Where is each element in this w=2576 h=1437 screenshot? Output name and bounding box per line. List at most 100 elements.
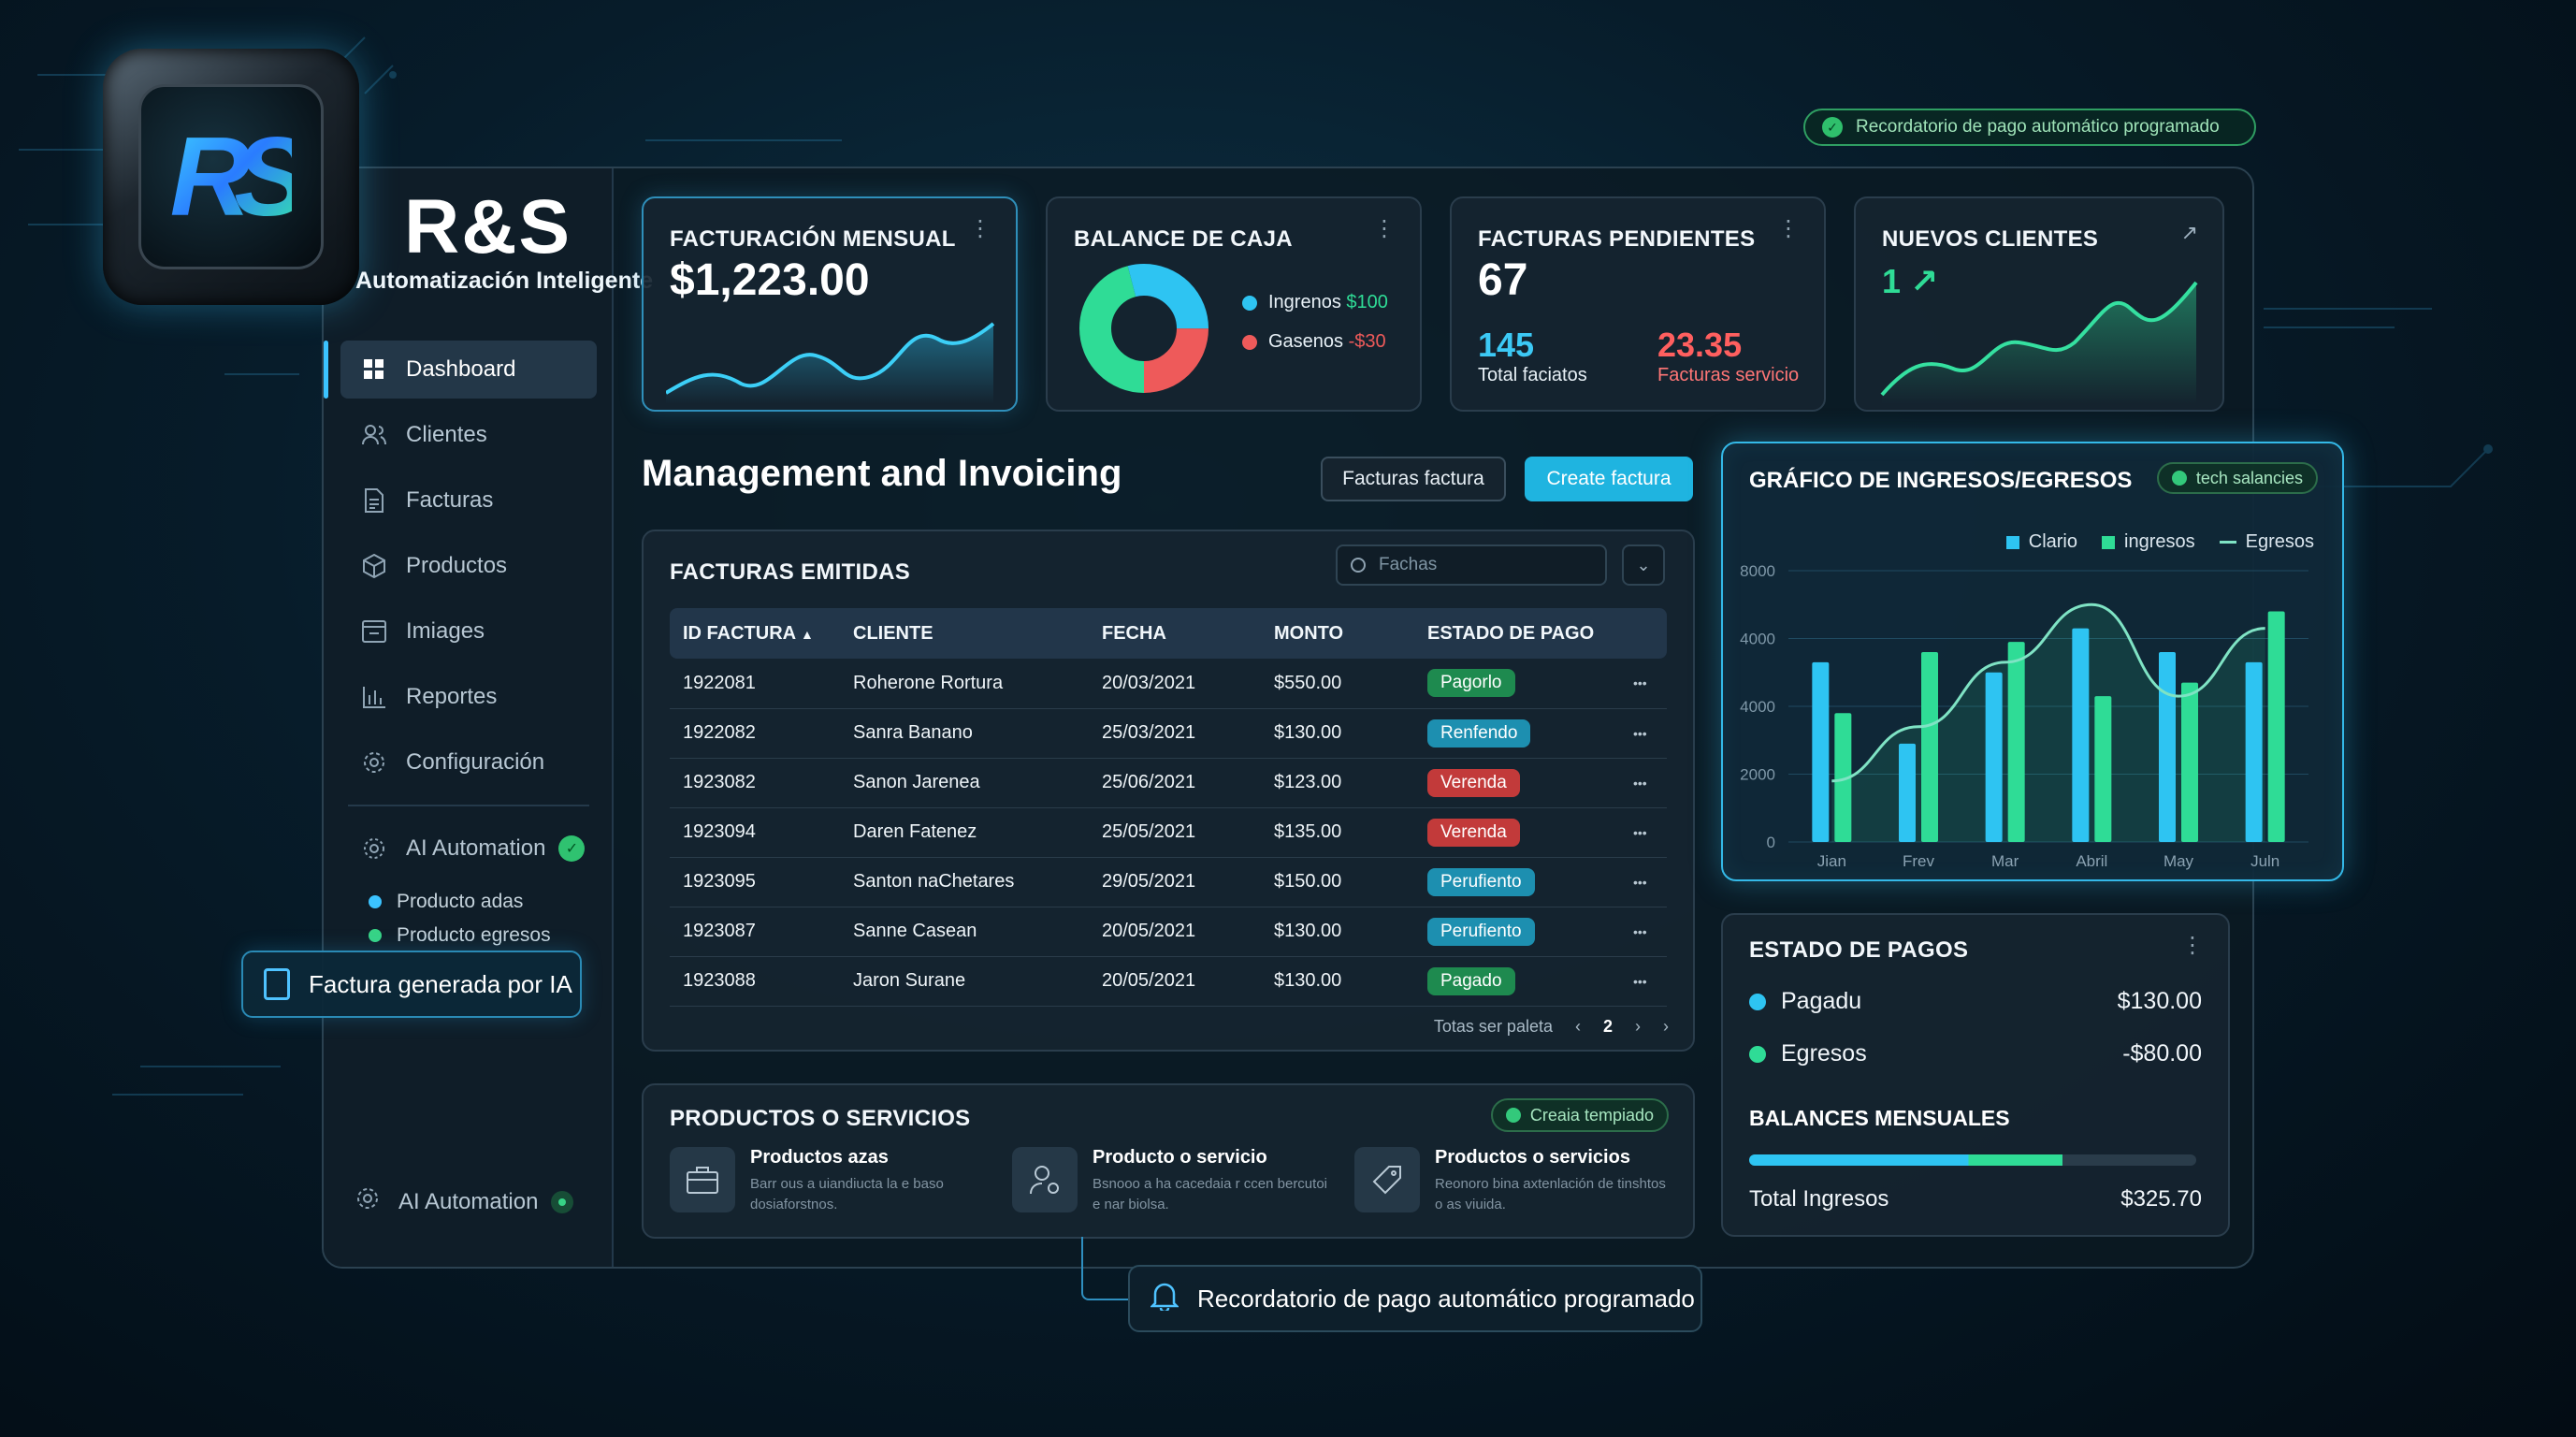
- legend-swatch: [2102, 535, 2116, 549]
- prev-page-icon[interactable]: ‹: [1574, 1017, 1581, 1036]
- product-item[interactable]: Productos azas Barr ous a uiandiucta la e…: [670, 1147, 988, 1222]
- bar-ingresos-abril: [2094, 696, 2112, 842]
- y-tick-label: 2000: [1740, 766, 1775, 784]
- y-tick-label: 0: [1767, 834, 1775, 851]
- table-row[interactable]: 1923082 Sanon Jarenea 25/06/2021 $123.00 Ver…: [670, 758, 1667, 808]
- bar-ingresos-frev: [1921, 652, 1938, 842]
- invoice-id: 1923094: [670, 807, 840, 858]
- next-page-icon[interactable]: ›: [1635, 1017, 1641, 1036]
- ia-invoice-notification[interactable]: Factura generada por IA: [241, 951, 582, 1018]
- kebab-menu-icon[interactable]: ⋮: [2181, 933, 2204, 958]
- column-header-estado[interactable]: ESTADO DE PAGO: [1414, 608, 1620, 659]
- column-header-fecha[interactable]: FECHA: [1089, 608, 1261, 659]
- column-header-id[interactable]: ID FACTURA ▲: [670, 608, 840, 659]
- template-pill[interactable]: Creaia tempiado: [1490, 1098, 1669, 1132]
- y-tick-label: 8000: [1740, 562, 1775, 580]
- table-row[interactable]: 1923095 Santon naChetares 29/05/2021 $150.0…: [670, 857, 1667, 907]
- check-circle-icon: ✓: [1822, 117, 1843, 138]
- invoice-id: 1923088: [670, 956, 840, 1007]
- chevron-down-icon: ⌄: [1636, 555, 1651, 574]
- x-tick-label: Abril: [2076, 852, 2107, 870]
- sidebar-subitem-producto-egresos[interactable]: Producto egresos: [340, 919, 597, 952]
- product-item[interactable]: Productos o servicios Reonoro bina axtenl…: [1354, 1147, 1672, 1222]
- status-badge: Pagorlo: [1427, 669, 1515, 698]
- sidebar-item-clientes[interactable]: Clientes: [340, 406, 597, 464]
- briefcase-icon: [670, 1147, 735, 1212]
- gear-icon: [361, 749, 387, 776]
- facturas-factura-button[interactable]: Facturas factura: [1321, 457, 1506, 501]
- column-header-cliente[interactable]: CLIENTE: [840, 608, 1089, 659]
- kebab-menu-icon[interactable]: ⋮: [969, 216, 991, 241]
- invoice-date: 20/05/2021: [1089, 907, 1261, 957]
- sidebar-item-ai-automation[interactable]: AI Automation ✓: [340, 820, 597, 878]
- dot-icon: [1749, 993, 1766, 1010]
- table-row[interactable]: 1923094 Daren Fatenez 25/05/2021 $135.00 Ver…: [670, 807, 1667, 858]
- row-menu-icon[interactable]: •••: [1620, 708, 1667, 759]
- invoice-amount: $130.00: [1261, 708, 1414, 759]
- invoice-search-input[interactable]: Fachas: [1336, 544, 1607, 586]
- brand-tagline: Automatización Inteligente: [355, 268, 654, 294]
- expand-arrow-icon[interactable]: ↗: [2180, 221, 2198, 244]
- bar-ingresos-mar: [2007, 642, 2025, 842]
- invoice-amount: $150.00: [1261, 857, 1414, 907]
- table-row[interactable]: 1923087 Sanne Casean 20/05/2021 $130.00 Peru…: [670, 907, 1667, 957]
- sidebar-item-reportes[interactable]: Reportes: [340, 668, 597, 726]
- filter-dropdown[interactable]: ⌄: [1622, 544, 1665, 586]
- client-name: Santon naChetares: [840, 857, 1089, 907]
- sort-asc-icon: ▲: [800, 626, 814, 642]
- dot-icon: [1505, 1108, 1521, 1123]
- bell-icon: [1149, 1281, 1180, 1317]
- create-factura-button[interactable]: Create factura: [1525, 457, 1693, 501]
- clientes-value: 1 ↗: [1882, 262, 1939, 300]
- bar-chart-icon: [361, 684, 387, 710]
- payment-reminder-toast[interactable]: Recordatorio de pago automático programa…: [1128, 1265, 1702, 1332]
- payment-row: Egresos -$80.00: [1749, 1040, 2202, 1067]
- product-item[interactable]: Producto o servicio Bsnooo a ha cacedaia …: [1012, 1147, 1330, 1222]
- egresos-area: [1831, 604, 2265, 842]
- bar-ingresos-jian: [1834, 713, 1852, 842]
- row-menu-icon[interactable]: •••: [1620, 807, 1667, 858]
- sidebar-item-configuracion[interactable]: Configuración: [340, 733, 597, 791]
- users-icon: [361, 422, 387, 448]
- active-indicator: [324, 341, 328, 399]
- column-header-monto[interactable]: MONTO: [1261, 608, 1414, 659]
- x-tick-label: Juln: [2250, 852, 2279, 870]
- image-icon: [361, 618, 387, 645]
- kebab-menu-icon[interactable]: ⋮: [1777, 216, 1800, 241]
- kpi-clientes-card: NUEVOS CLIENTES ↗ 1 ↗: [1854, 196, 2224, 412]
- brand-name: R&S: [404, 184, 572, 269]
- last-page-icon[interactable]: ›: [1663, 1017, 1669, 1036]
- current-page[interactable]: 2: [1602, 1017, 1613, 1036]
- legend-item: ingresos: [2102, 531, 2195, 553]
- row-menu-icon[interactable]: •••: [1620, 758, 1667, 808]
- y-tick-label: 4000: [1740, 631, 1775, 648]
- revenue-sparkline: [666, 322, 995, 404]
- productos-card: PRODUCTOS O SERVICIOS Creaia tempiado Pr…: [642, 1083, 1695, 1239]
- x-tick-label: Frev: [1903, 852, 1935, 870]
- gear-icon: [355, 1186, 380, 1217]
- sidebar-footer-ai-automation[interactable]: AI Automation: [355, 1186, 574, 1217]
- chart-filter-pill[interactable]: tech salancies: [2156, 462, 2318, 494]
- invoice-date: 25/03/2021: [1089, 708, 1261, 759]
- table-row[interactable]: 1922082 Sanra Banano 25/03/2021 $130.00 Renf…: [670, 708, 1667, 759]
- row-menu-icon[interactable]: •••: [1620, 956, 1667, 1007]
- row-menu-icon[interactable]: •••: [1620, 857, 1667, 907]
- legend-ingresos: Ingrenos $100: [1242, 292, 1388, 313]
- table-row[interactable]: 1923088 Jaron Surane 20/05/2021 $130.00 Paga…: [670, 956, 1667, 1007]
- sidebar-item-imiages[interactable]: Imiages: [340, 602, 597, 660]
- bar-ingresos-may: [2181, 682, 2198, 842]
- row-menu-icon[interactable]: •••: [1620, 907, 1667, 957]
- client-name: Roherone Rortura: [840, 659, 1089, 709]
- sidebar-item-facturas[interactable]: Facturas: [340, 472, 597, 530]
- client-name: Sanon Jarenea: [840, 758, 1089, 808]
- monthly-balance-progress: [1749, 1154, 2196, 1166]
- invoice-id: 1922082: [670, 708, 840, 759]
- row-menu-icon[interactable]: •••: [1620, 659, 1667, 709]
- sidebar-item-dashboard[interactable]: Dashboard: [340, 341, 597, 399]
- sidebar-subitem-producto-adas[interactable]: Producto adas: [340, 885, 597, 919]
- bar-clario-mar: [1985, 672, 2003, 842]
- x-tick-label: Mar: [1991, 852, 2019, 870]
- kebab-menu-icon[interactable]: ⋮: [1373, 216, 1396, 241]
- table-row[interactable]: 1922081 Roherone Rortura 20/03/2021 $550.00…: [670, 659, 1667, 709]
- sidebar-item-productos[interactable]: Productos: [340, 537, 597, 595]
